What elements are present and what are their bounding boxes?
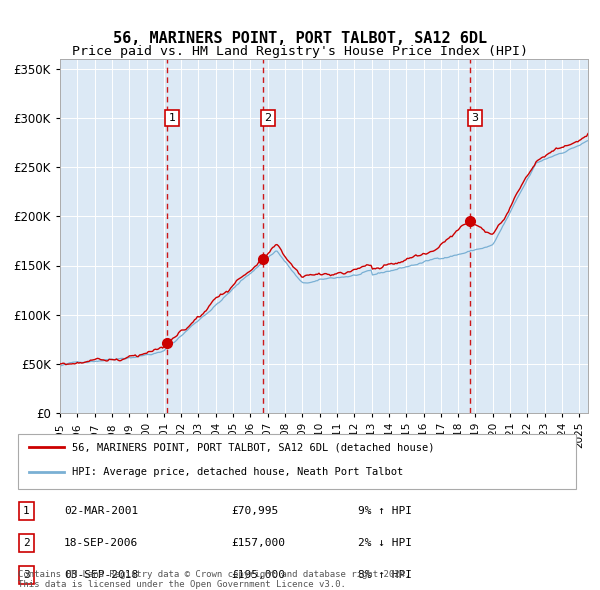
Text: 3: 3 — [472, 113, 478, 123]
Text: 56, MARINERS POINT, PORT TALBOT, SA12 6DL: 56, MARINERS POINT, PORT TALBOT, SA12 6D… — [113, 31, 487, 46]
Text: 56, MARINERS POINT, PORT TALBOT, SA12 6DL (detached house): 56, MARINERS POINT, PORT TALBOT, SA12 6D… — [73, 442, 435, 452]
Text: 02-MAR-2001: 02-MAR-2001 — [64, 506, 138, 516]
Text: HPI: Average price, detached house, Neath Port Talbot: HPI: Average price, detached house, Neat… — [73, 467, 404, 477]
Text: £195,000: £195,000 — [231, 571, 285, 581]
Text: 9% ↑ HPI: 9% ↑ HPI — [358, 506, 412, 516]
Text: 1: 1 — [169, 113, 176, 123]
Text: 8% ↑ HPI: 8% ↑ HPI — [358, 571, 412, 581]
Text: 3: 3 — [23, 571, 30, 581]
Text: 2% ↓ HPI: 2% ↓ HPI — [358, 538, 412, 548]
Text: 03-SEP-2018: 03-SEP-2018 — [64, 571, 138, 581]
Text: £157,000: £157,000 — [231, 538, 285, 548]
Text: Price paid vs. HM Land Registry's House Price Index (HPI): Price paid vs. HM Land Registry's House … — [72, 45, 528, 58]
FancyBboxPatch shape — [18, 434, 577, 489]
Text: 1: 1 — [23, 506, 30, 516]
Text: 2: 2 — [23, 538, 30, 548]
Text: £70,995: £70,995 — [231, 506, 278, 516]
Text: 18-SEP-2006: 18-SEP-2006 — [64, 538, 138, 548]
Text: Contains HM Land Registry data © Crown copyright and database right 2024.
This d: Contains HM Land Registry data © Crown c… — [18, 570, 410, 589]
Text: 2: 2 — [265, 113, 272, 123]
